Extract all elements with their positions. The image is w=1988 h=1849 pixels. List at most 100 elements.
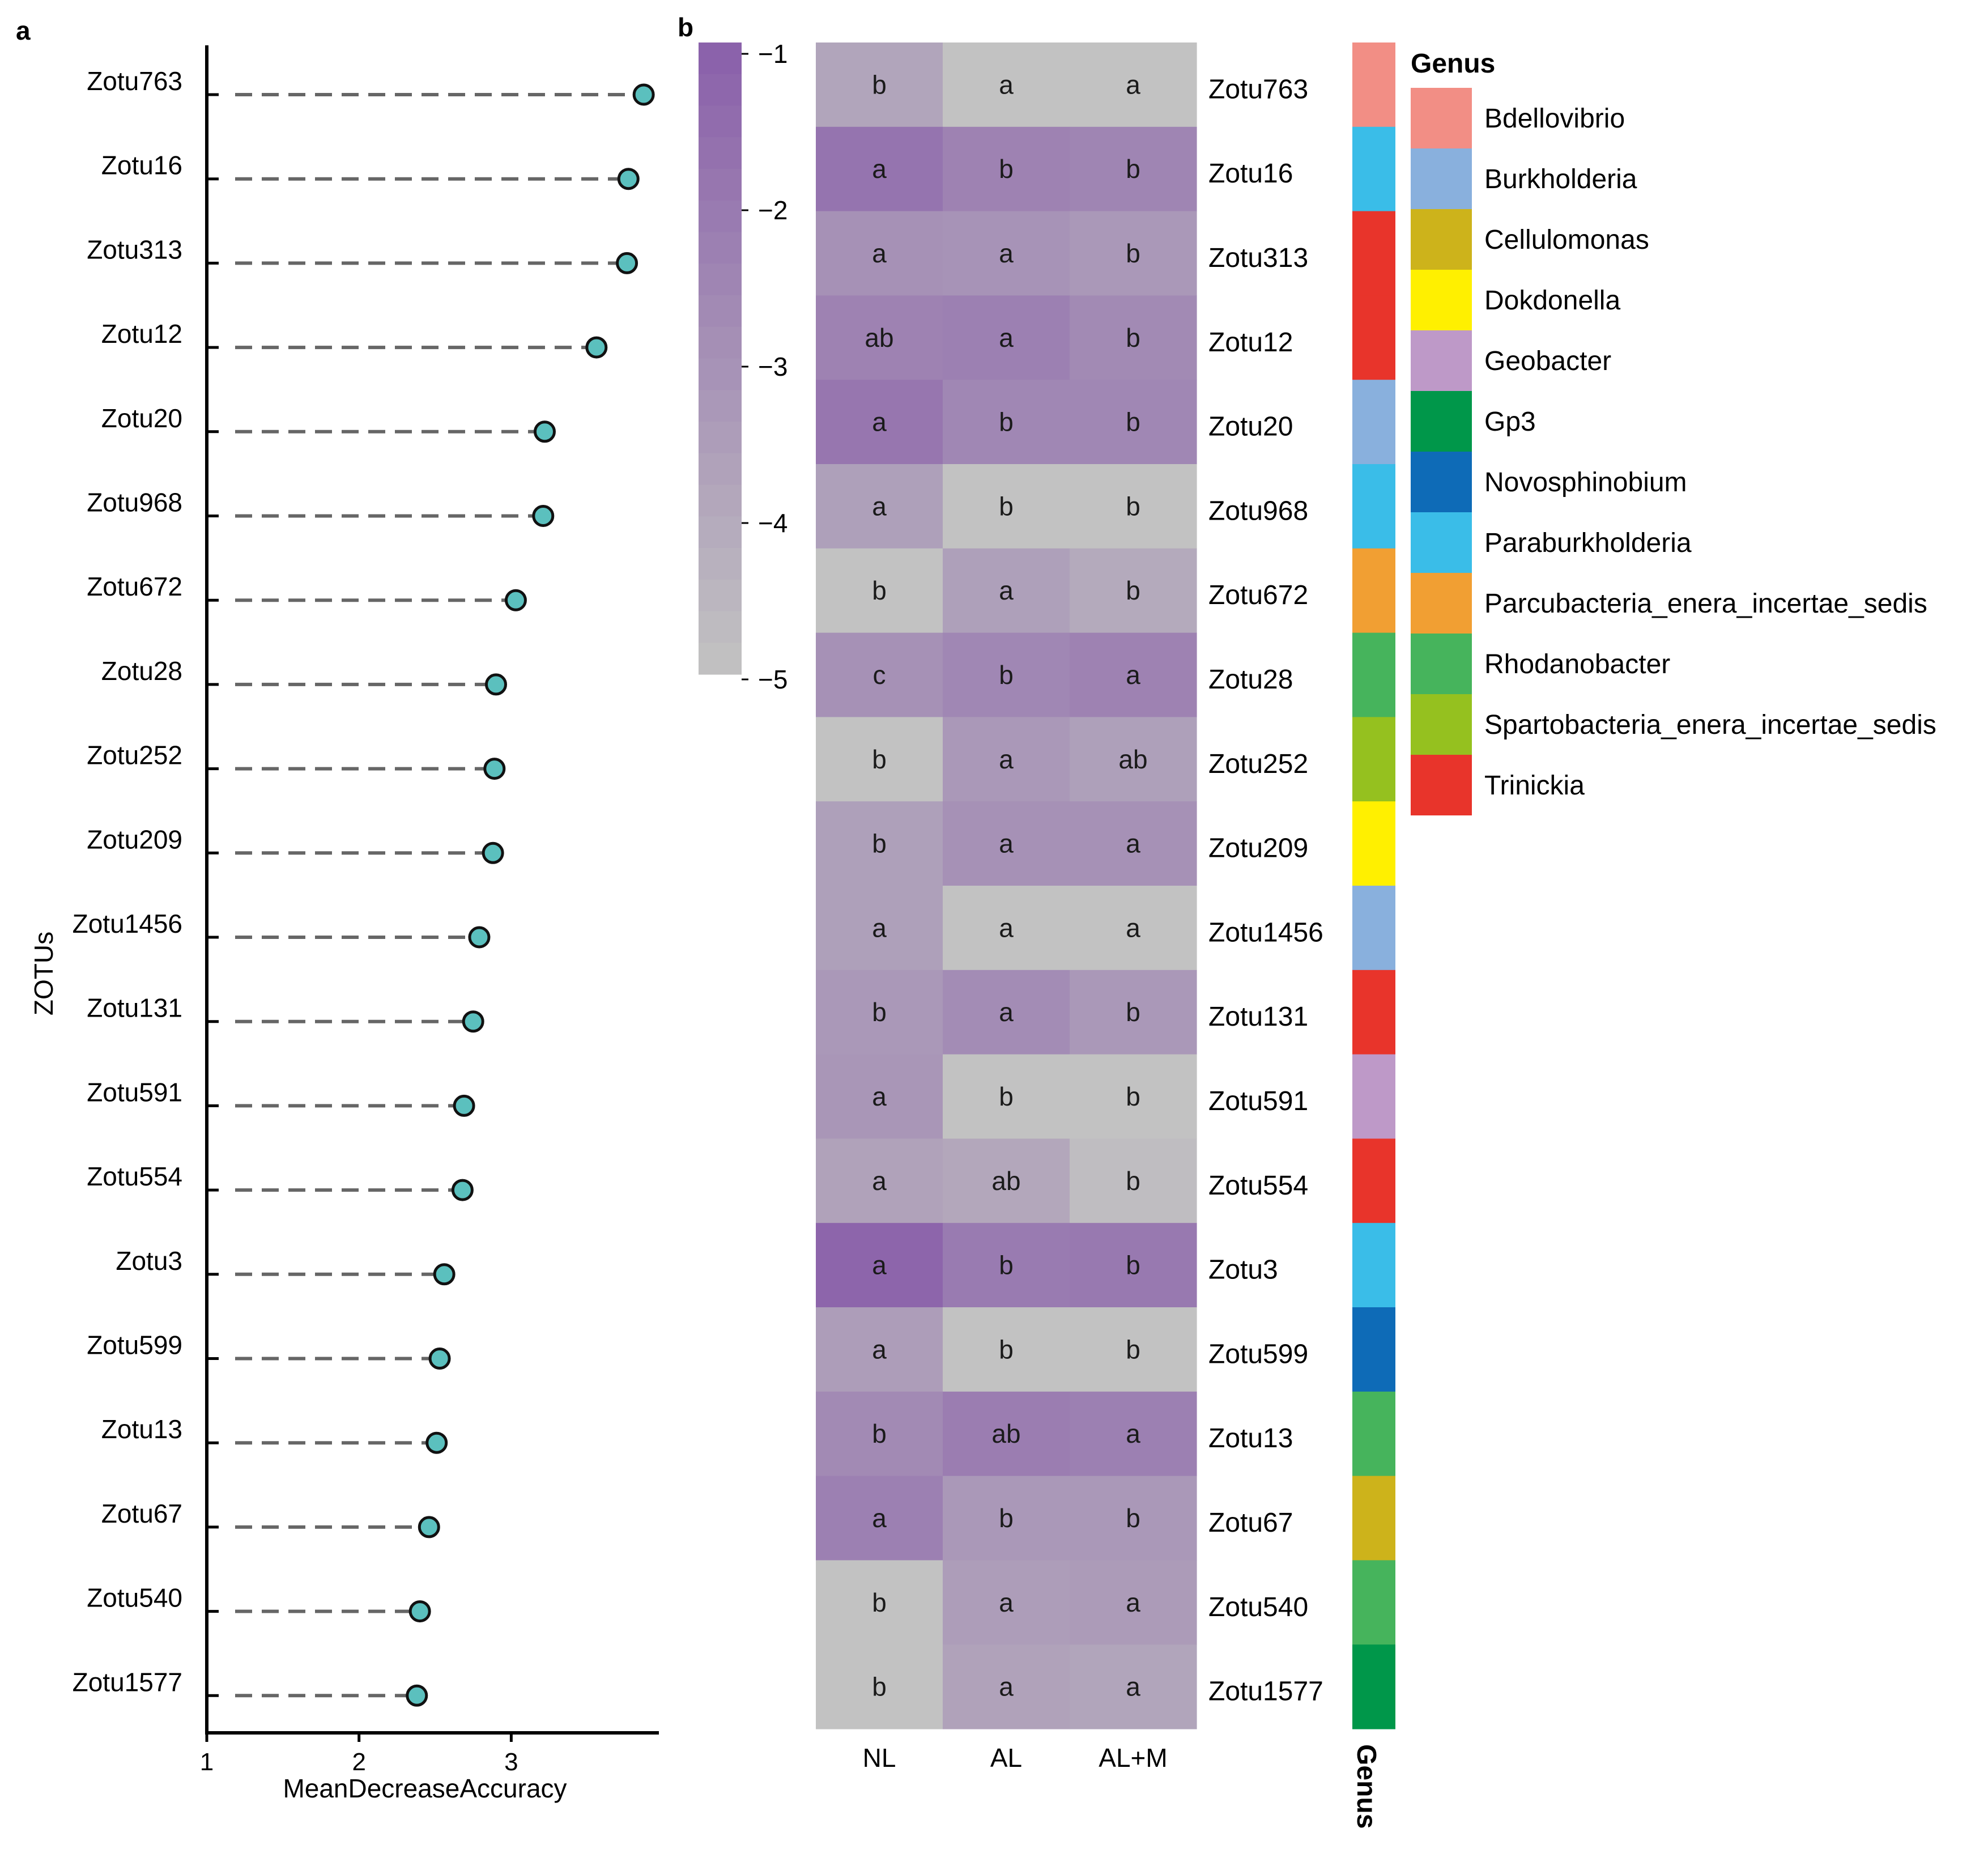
y-tick-label: Zotu554 [87,1162,182,1191]
heatmap-row-label: Zotu13 [1208,1423,1293,1453]
heatmap-row-label: Zotu252 [1208,749,1308,779]
heatmap-cell [816,295,943,380]
significance-letter: b [1126,1334,1140,1364]
significance-letter: b [872,1419,887,1448]
genus-annotation-cell [1352,1138,1395,1223]
significance-letter: a [999,239,1014,268]
y-tick-label: Zotu1456 [73,909,182,938]
y-tick-label: Zotu599 [87,1331,182,1360]
y-tick-label: Zotu20 [101,403,182,433]
heatmap-column-label: AL+M [1099,1743,1167,1773]
heatmap-cell [816,1054,943,1139]
significance-letter: b [872,1672,887,1702]
significance-letter: b [999,1503,1014,1533]
genus-legend-label: Trinickia [1484,771,1585,801]
heatmap-cell [816,1223,943,1308]
heatmap-cell [1070,295,1197,380]
genus-legend-swatch [1411,694,1472,755]
heatmap-panel: b a aa b ba a bab a ba b ba b bb a bc b ab a abb a aa a ab a ba b… [816,42,1395,1829]
genus-legend-swatch [1411,209,1472,270]
significance-letter: a [872,1166,887,1196]
heatmap-row-label: Zotu554 [1208,1171,1308,1201]
significance-letter: a [872,1334,887,1364]
color-scale-ticks: −1 −2 −3 −4 −5 [742,39,787,694]
color-scale-bar [699,42,742,675]
heatmap-row-label: Zotu12 [1208,328,1293,358]
y-tick-label: Zotu209 [87,824,182,854]
genus-annotation-bar [1352,42,1395,1729]
heatmap-cell [816,42,943,127]
heatmap-cell [943,1476,1070,1561]
heatmap-row-label: Zotu28 [1208,665,1293,695]
color-scale-segment [699,326,742,359]
heatmap-row-label: Zotu591 [1208,1086,1308,1116]
lollipop-stems [207,93,644,1698]
y-tick-label: Zotu1577 [73,1667,182,1697]
lollipop-points [406,83,655,1707]
heatmap-column-labels: NL AL AL+M [863,1743,1168,1773]
color-scale-segment [699,200,742,233]
significance-letter: b [1126,323,1140,352]
color-scale-segment [699,611,742,643]
lollipop-point [408,1600,431,1623]
heatmap-cell [943,1307,1070,1392]
heatmap-cell [943,1138,1070,1223]
significance-letter: b [999,491,1014,521]
lollipop-point [482,841,504,864]
x-tick-label: 3 [504,1748,518,1776]
lollipop-point [617,168,640,190]
color-scale-segment [699,74,742,107]
heatmap-cell [943,970,1070,1055]
lollipop-point [483,758,506,780]
y-tick-label: Zotu131 [87,993,182,1023]
y-tick-label: Zotu67 [101,1499,182,1528]
heatmap-cell [816,717,943,802]
heatmap-row-label: Zotu20 [1208,412,1293,442]
heatmap-cell [943,42,1070,127]
color-scale-segment [699,263,742,296]
genus-legend-swatch [1411,391,1472,452]
heatmap-cell [816,886,943,971]
genus-legend-label: Cellulomonas [1484,225,1649,255]
significance-letter: a [872,1251,887,1280]
x-axis-title: MeanDecreaseAccuracy [283,1774,567,1803]
y-tick-label: Zotu968 [87,488,182,517]
color-scale-tick-label: −3 [758,352,787,381]
lollipop-point [585,336,608,359]
significance-letter: b [1126,154,1140,184]
genus-legend-label: Rhodanobacter [1484,649,1670,679]
heatmap-letters: b a aa b ba a bab a ba b ba b bb a bc b ab a abb a aa a ab a ba b… [865,70,1147,1701]
significance-letter: b [999,407,1014,437]
lollipop-point [462,1010,484,1033]
genus-annotation-cell [1352,295,1395,380]
color-scale-segment [699,390,742,422]
genus-legend-swatch [1411,512,1472,573]
heatmap-row-label: Zotu131 [1208,1002,1308,1032]
color-scale-tick-label: −4 [758,508,787,538]
heatmap-cell [1070,1223,1197,1308]
heatmap-cell [1070,717,1197,802]
heatmap-cell [1070,126,1197,212]
significance-letter: b [872,745,887,774]
significance-letter: a [999,913,1014,942]
heatmap-cell [1070,1476,1197,1561]
heatmap-cell [816,970,943,1055]
lollipop-point [418,1516,440,1538]
genus-legend-swatch [1411,755,1472,815]
significance-letter: b [872,1588,887,1617]
x-tick-label: 1 [200,1748,214,1776]
heatmap-cell [943,548,1070,634]
significance-letter: b [1126,407,1140,437]
genus-legend-label: Parcubacteria_enera_incertae_sedis [1484,589,1927,619]
heatmap-cell [1070,1560,1197,1645]
annotation-bar-title: Genus [1351,1744,1381,1829]
significance-letter: a [999,1672,1014,1702]
genus-annotation-cell [1352,717,1395,802]
y-tick-label: Zotu763 [87,66,182,96]
heatmap-cell [816,1138,943,1223]
heatmap-cell [816,1476,943,1561]
heatmap-cells [816,42,1197,1729]
significance-letter: b [872,829,887,858]
heatmap-cell [943,211,1070,296]
